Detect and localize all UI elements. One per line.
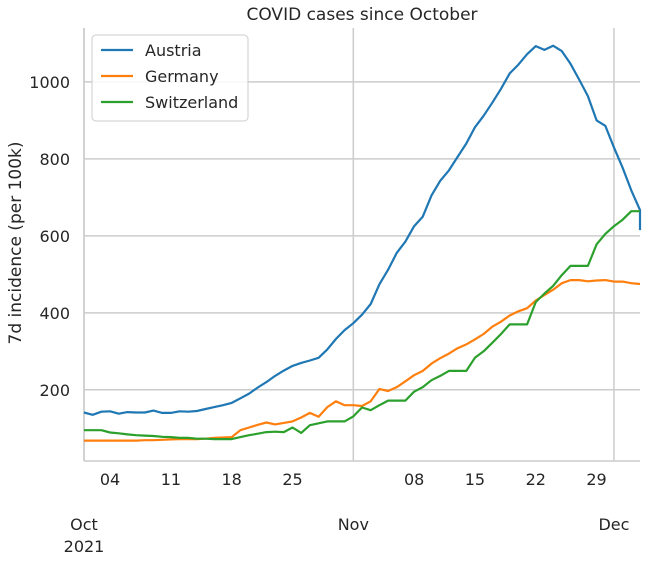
x-month-label: Nov [338, 515, 369, 534]
x-tick-label: 08 [404, 470, 424, 489]
series-line-germany [84, 279, 641, 442]
x-tick-labels: 04 11 18 25 08 15 22 29 Oct 2021 Nov Dec [64, 470, 630, 556]
x-month-label: Dec [598, 515, 629, 534]
series-line-austria [83, 44, 642, 416]
legend-label: Germany [145, 67, 219, 86]
x-tick-label: 22 [526, 470, 546, 489]
legend: Austria Germany Switzerland [91, 34, 249, 122]
x-tick-label: 04 [100, 470, 120, 489]
y-tick-labels: 200 400 600 800 1000 [29, 73, 70, 400]
y-tick-label: 600 [39, 227, 70, 246]
legend-label: Austria [145, 41, 202, 60]
y-tick-label: 1000 [29, 73, 70, 92]
y-tick-label: 800 [39, 150, 70, 169]
plot-frame [83, 28, 640, 462]
x-month-label: Oct [70, 515, 98, 534]
series-line-switzerland [84, 210, 640, 441]
x-tick-label: 15 [465, 470, 485, 489]
series-lines [83, 44, 642, 442]
x-year-label: 2021 [64, 537, 105, 556]
chart-title: COVID cases since October [246, 5, 477, 25]
x-tick-label: 18 [222, 470, 242, 489]
y-tick-label: 200 [39, 381, 70, 400]
x-tick-label: 29 [586, 470, 606, 489]
y-axis-label: 7d incidence (per 100k) [6, 141, 26, 344]
x-tick-label: 25 [282, 470, 302, 489]
y-tick-label: 400 [39, 304, 70, 323]
legend-box [91, 34, 249, 122]
x-tick-label: 11 [161, 470, 181, 489]
legend-label: Switzerland [145, 93, 238, 112]
